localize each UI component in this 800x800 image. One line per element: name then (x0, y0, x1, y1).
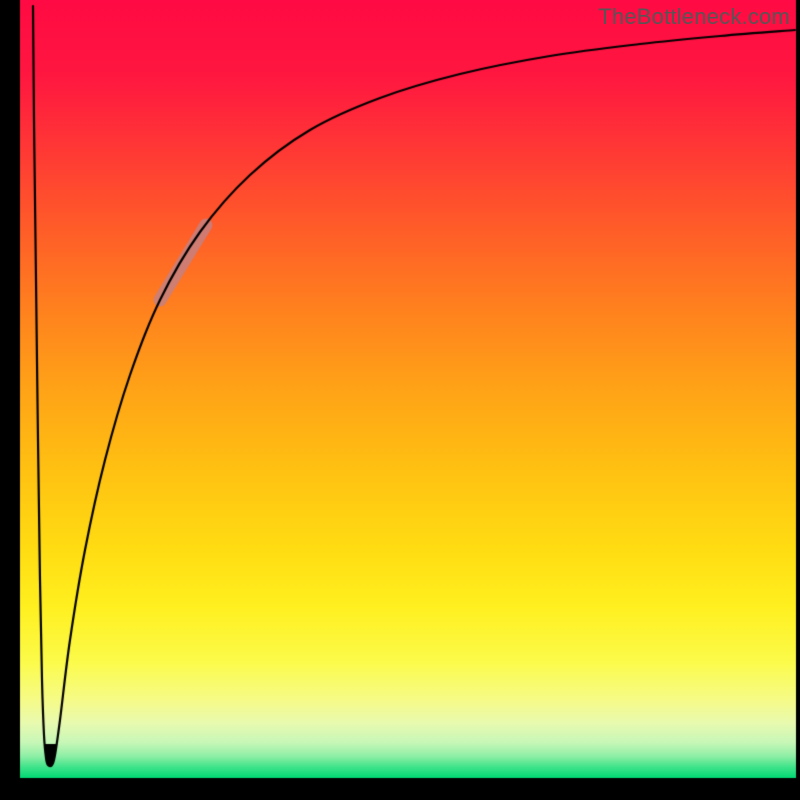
bottleneck-curve-canvas (0, 0, 800, 800)
chart-container: TheBottleneck.com (0, 0, 800, 800)
